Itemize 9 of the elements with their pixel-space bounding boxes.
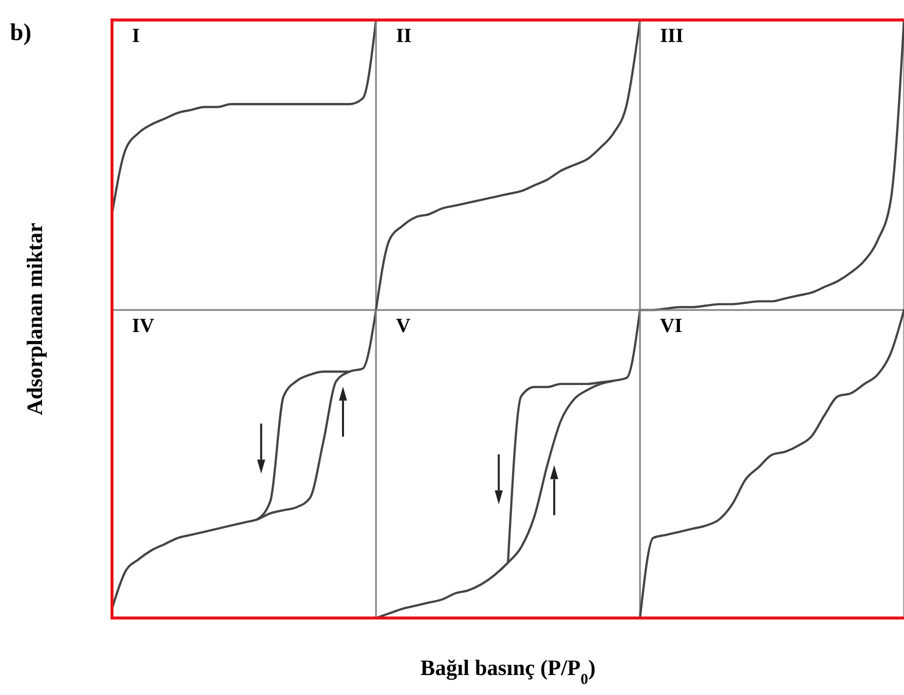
chart-title: V xyxy=(396,315,411,337)
text: b) xyxy=(10,20,32,46)
chart-title: III xyxy=(660,25,684,47)
chart-title: IV xyxy=(132,315,155,337)
y-axis-title: Adsorplanan miktar xyxy=(22,222,47,416)
chart-title: II xyxy=(396,25,412,47)
chart-title: VI xyxy=(660,315,682,337)
chart-title: I xyxy=(132,25,140,47)
x-axis-title: Bağıl basınç (P/P$_{0}$) xyxy=(420,655,596,688)
